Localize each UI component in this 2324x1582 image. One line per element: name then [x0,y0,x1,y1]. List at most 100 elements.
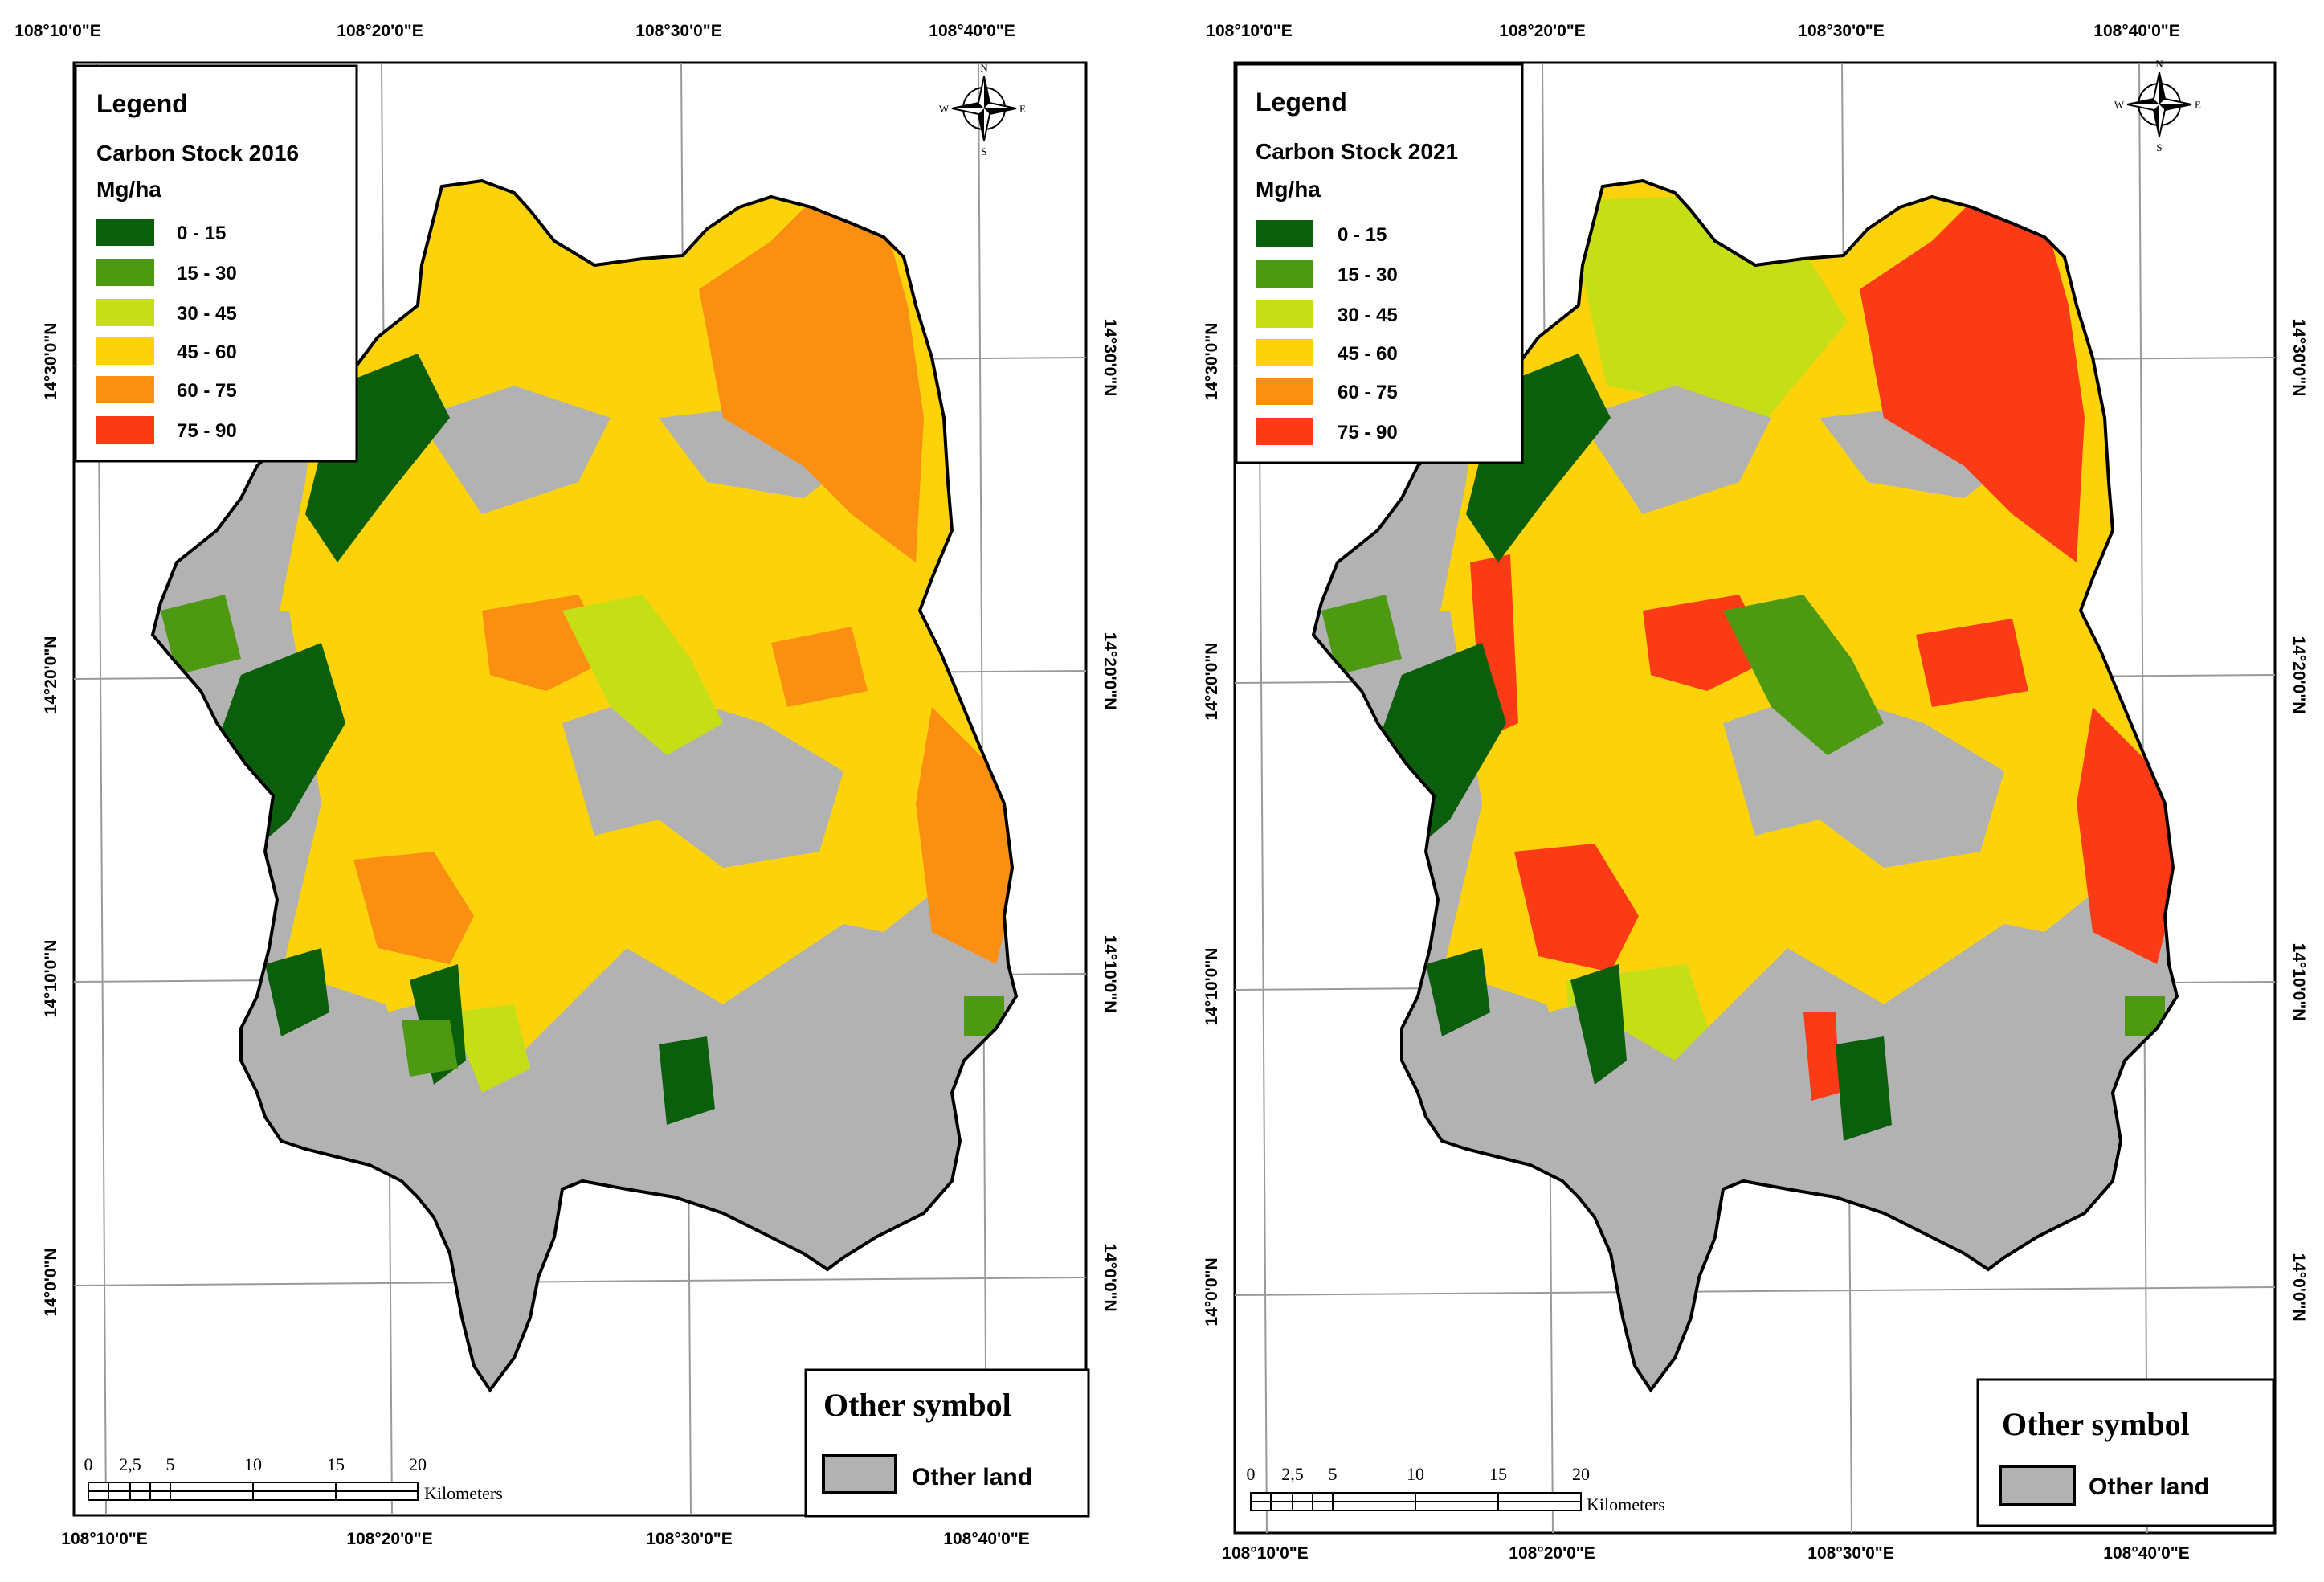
other-symbol-title: Other symbol [823,1387,1011,1423]
class-15-30-zone [1321,595,1402,675]
other-symbol-box: Other symbol Other land [804,1368,1090,1518]
legend-class-15-30: 15 - 30 [96,259,237,286]
scale-bar: 0 2,5 5 10 15 20 Kilometers [84,1454,503,1503]
legend-class-0-15: 0 - 15 [1256,220,1387,247]
class-15-30-zone [161,595,241,675]
class-60-75-zone [353,852,474,964]
scale-tick-label: 5 [1329,1464,1338,1484]
latitude-labels: 14°30'0"N 14°20'0"N 14°10'0"N 14°0'0"N 1… [1203,319,2308,1327]
class-75-90-zone [1860,193,2085,562]
legend-class-label: 0 - 15 [177,223,226,244]
lat-label: 14°20'0"N [1101,632,1119,710]
lat-label: 14°10'0"N [1203,948,1221,1026]
study-area [1312,179,2179,1392]
map-panel-2016: 108°10'0"E 108°20'0"E 108°30'0"E 108°40'… [14,22,1119,1548]
legend-class-label: 60 - 75 [177,380,237,402]
compass-letter: W [2114,99,2125,111]
map-panel-2021: 108°10'0"E 108°20'0"E 108°30'0"E 108°40'… [1203,22,2308,1563]
lat-label: 14°20'0"N [2289,636,2308,714]
lon-label: 108°10'0"E [1222,1544,1308,1563]
compass-rose-icon: N E S W [939,62,1026,157]
class-15-30-zone [964,996,1004,1036]
scale-tick-label: 0 [1247,1464,1256,1484]
class-15-30-zone [2125,996,2165,1036]
other-symbol-label: Other land [2089,1474,2209,1500]
class-0-15-zone [659,1036,715,1125]
lon-label: 108°30'0"E [646,1530,732,1548]
legend-title: Legend [96,89,188,118]
legend-class-30-45: 30 - 45 [1256,300,1398,328]
legend-class-15-30: 15 - 30 [1256,260,1398,288]
lat-label: 14°0'0"N [2289,1253,2308,1321]
class-0-15-zone [265,948,329,1036]
lon-label: 108°10'0"E [14,22,100,40]
compass-letter: E [1019,103,1026,115]
legend-class-45-60: 45 - 60 [1256,339,1398,366]
scale-tick-label: 15 [1489,1464,1507,1484]
legend-class-45-60: 45 - 60 [96,337,237,365]
legend-class-60-75: 60 - 75 [96,376,237,403]
lat-label: 14°0'0"N [1101,1243,1119,1311]
lon-label: 108°20'0"E [346,1530,432,1548]
legend-subtitle: Carbon Stock 2021 [1256,139,1458,164]
legend-class-60-75: 60 - 75 [1256,378,1398,405]
other-symbol-label: Other land [912,1464,1032,1490]
legend-class-label: 60 - 75 [1338,382,1398,403]
lat-label: 14°30'0"N [2289,319,2308,397]
legend-class-label: 75 - 90 [1338,422,1398,444]
compass-letter: S [981,145,986,157]
latitude-labels: 14°30'0"N 14°20'0"N 14°10'0"N 14°0'0"N 1… [42,319,1119,1317]
class-60-75-zone [699,193,924,562]
lat-label: 14°0'0"N [1203,1257,1221,1326]
lon-label: 108°30'0"E [1807,1544,1893,1563]
longitude-labels: 108°10'0"E 108°20'0"E 108°30'0"E 108°40'… [14,22,1029,1548]
legend-class-label: 45 - 60 [177,341,237,363]
scale-tick-label: 5 [166,1454,175,1474]
class-60-75-zone [771,627,868,707]
other-land-zone [562,691,843,868]
class-75-90-zone [1514,844,1639,972]
class-30-45-zone [450,1004,530,1093]
scale-tick-label: 2,5 [1281,1464,1304,1484]
compass-letter: N [2155,58,2163,70]
scale-tick-label: 15 [327,1454,345,1474]
class-30-45-zone [562,595,723,755]
legend-class-label: 15 - 30 [177,263,237,284]
scale-bar: 0 2,5 5 10 15 20 Kilometers [1247,1464,1665,1515]
legend-class-label: 30 - 45 [177,303,237,325]
compass-rose-icon: N E S W [2114,58,2201,153]
class-75-90-zone [1803,1012,1840,1101]
legend-class-label: 15 - 30 [1338,264,1398,286]
lat-label: 14°10'0"N [2289,943,2308,1021]
legend-class-label: 75 - 90 [177,420,237,442]
scale-unit: Kilometers [1587,1494,1665,1515]
scale-tick-label: 10 [244,1454,262,1474]
legend: Legend Carbon Stock 2021 Mg/ha 0 - 15 15… [1235,63,1524,464]
scale-unit: Kilometers [424,1483,503,1503]
lon-label: 108°30'0"E [1798,22,1884,40]
legend-class-75-90: 75 - 90 [96,416,237,444]
class-15-30-zone [1723,595,1884,755]
lon-label: 108°40'0"E [2103,1544,2189,1563]
lon-label: 108°40'0"E [943,1530,1029,1548]
compass-letter: S [2156,141,2162,153]
compass-letter: W [939,103,950,115]
legend-class-label: 45 - 60 [1338,343,1398,365]
class-0-15-zone [1426,948,1490,1036]
lat-label: 14°20'0"N [42,636,60,714]
class-75-90-zone [1916,619,2028,707]
scale-tick-label: 0 [84,1454,93,1474]
lon-label: 108°20'0"E [337,22,423,40]
compass-letter: N [980,62,988,74]
longitude-labels: 108°10'0"E 108°20'0"E 108°30'0"E 108°40'… [1206,22,2189,1563]
legend-unit: Mg/ha [1256,177,1321,202]
other-land-zone [418,386,611,514]
class-0-15-zone [1836,1036,1892,1141]
lon-label: 108°20'0"E [1499,22,1585,40]
lat-label: 14°30'0"N [1101,319,1119,397]
lat-label: 14°10'0"N [42,940,60,1018]
other-symbol-box: Other symbol Other land [1976,1378,2275,1527]
lon-label: 108°40'0"E [2093,22,2179,40]
lon-label: 108°20'0"E [1509,1544,1595,1563]
